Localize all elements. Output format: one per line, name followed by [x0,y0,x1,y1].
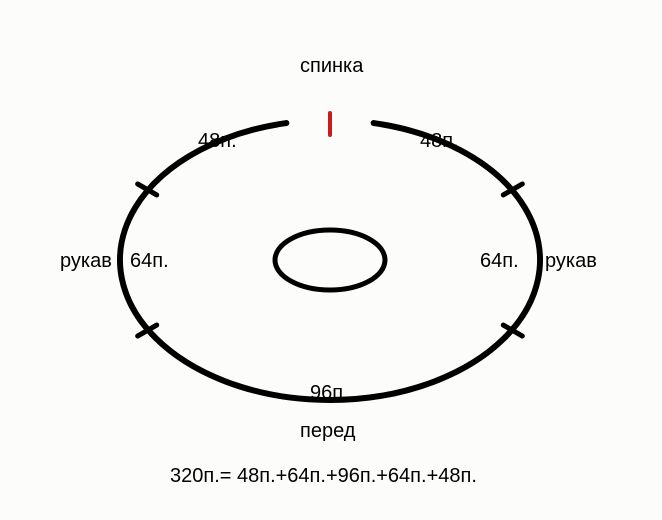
label-sleeve-right: рукав [545,250,597,273]
label-back-left-count: 48п. [198,130,237,153]
formula-total: 320п.= 48п.+64п.+96п.+64п.+48п. [170,465,477,488]
label-front: перед [300,420,355,443]
label-front-count: 96п. [310,382,349,405]
label-back-right-count: 48п. [420,130,459,153]
label-back: спинка [300,55,363,78]
label-sleeve-right-count: 64п. [480,250,519,273]
raglan-ticks [138,184,523,336]
inner-ellipse [275,230,385,290]
outer-ellipse [120,123,540,400]
label-sleeve-left-count: 64п. [130,250,169,273]
label-sleeve-left: рукав [60,250,112,273]
